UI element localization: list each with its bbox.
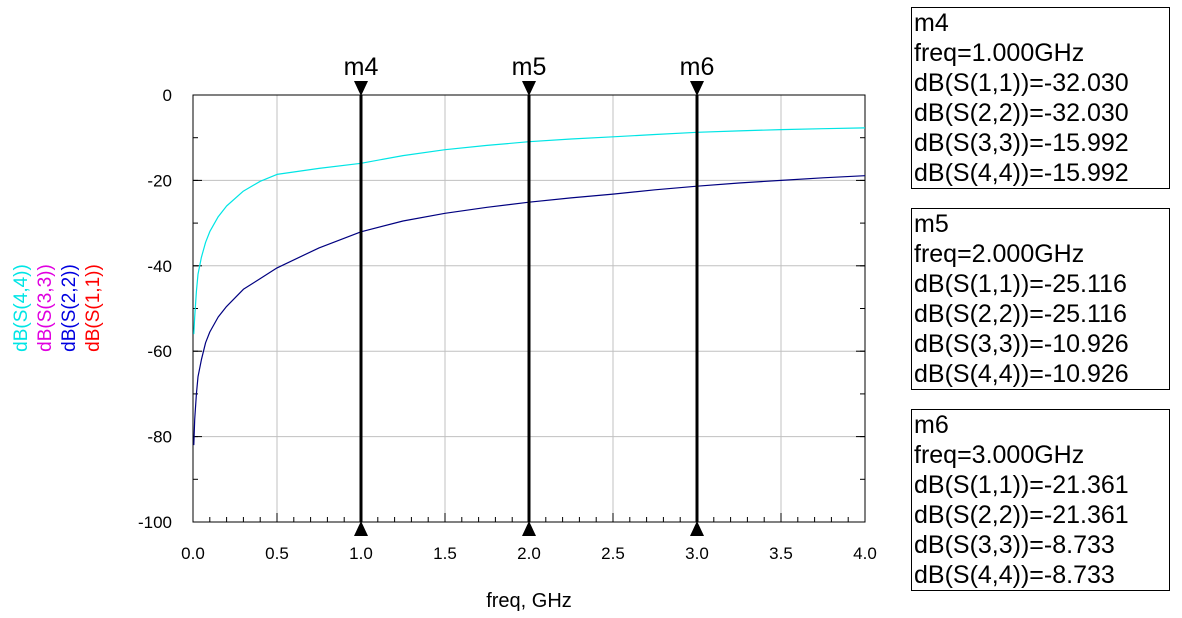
marker-readout-m5: m5 freq=2.000GHz dB(S(1,1))=-25.116 dB(S(2,… bbox=[911, 208, 1170, 390]
marker-top-triangle-icon bbox=[354, 81, 368, 96]
marker-readout-m4: m4 freq=1.000GHz dB(S(1,1))=-32.030 dB(S(2,… bbox=[911, 7, 1170, 189]
readout-freq: freq=1.000GHz bbox=[914, 39, 1085, 67]
readout-marker-name: m5 bbox=[914, 210, 949, 238]
y-axis-label: dB(S(3,3)) bbox=[35, 264, 56, 352]
marker-label-m5: m5 bbox=[512, 53, 547, 81]
y-axis-label: dB(S(2,2)) bbox=[59, 264, 80, 352]
marker-bottom-triangle-icon bbox=[690, 521, 704, 536]
readout-freq: freq=3.000GHz bbox=[914, 441, 1085, 469]
readout-freq: freq=2.000GHz bbox=[914, 240, 1085, 268]
x-tick-label: 2.0 bbox=[517, 544, 541, 563]
x-tick-label: 1.5 bbox=[433, 544, 457, 563]
marker-bottom-triangle-icon bbox=[354, 521, 368, 536]
y-tick-label: -80 bbox=[147, 428, 172, 447]
x-tick-label: 1.0 bbox=[349, 544, 373, 563]
readout-marker-name: m4 bbox=[914, 9, 949, 37]
readout-value: dB(S(2,2))=-32.030 bbox=[914, 99, 1129, 127]
x-tick-label: 2.5 bbox=[601, 544, 625, 563]
marker-top-triangle-icon bbox=[522, 81, 536, 96]
readout-value: dB(S(3,3))=-15.992 bbox=[914, 129, 1129, 157]
readout-value: dB(S(2,2))=-25.116 bbox=[914, 300, 1127, 328]
marker-label-m6: m6 bbox=[680, 53, 715, 81]
x-tick-label: 3.5 bbox=[769, 544, 793, 563]
y-tick-label: -100 bbox=[138, 513, 172, 532]
marker-top-triangle-icon bbox=[690, 81, 704, 96]
readout-marker-name: m6 bbox=[914, 411, 949, 439]
y-axis-labels: dB(S(4,4)) dB(S(3,3)) dB(S(2,2)) dB(S(1,1)) bbox=[11, 264, 104, 352]
x-tick-labels: 0.0 0.5 1.0 1.5 2.0 2.5 3.0 3.5 4.0 bbox=[181, 544, 877, 563]
y-axis-label: dB(S(1,1)) bbox=[83, 264, 104, 352]
series-line-db-s-4-4 bbox=[193, 127, 866, 335]
x-tick-label: 0.5 bbox=[265, 544, 289, 563]
readout-value: dB(S(1,1))=-25.116 bbox=[914, 270, 1127, 298]
y-tick-label: -40 bbox=[147, 257, 172, 276]
series-curves bbox=[193, 127, 866, 446]
marker-readout-m6: m6 freq=3.000GHz dB(S(1,1))=-21.361 dB(S(2,… bbox=[911, 409, 1170, 591]
readout-value: dB(S(4,4))=-8.733 bbox=[914, 561, 1115, 589]
readout-value: dB(S(2,2))=-21.361 bbox=[914, 501, 1129, 529]
y-tick-label: 0 bbox=[163, 86, 172, 105]
x-tick-label: 0.0 bbox=[181, 544, 205, 563]
series-line-db-s-2-2 bbox=[193, 175, 866, 446]
marker-lines: m4 m5 m6 bbox=[344, 53, 715, 536]
y-tick-label: -60 bbox=[147, 342, 172, 361]
x-axis-label: freq, GHz bbox=[486, 590, 572, 612]
readout-value: dB(S(1,1))=-32.030 bbox=[914, 69, 1129, 97]
readout-value: dB(S(3,3))=-8.733 bbox=[914, 531, 1115, 559]
x-tick-label: 3.0 bbox=[685, 544, 709, 563]
y-axis-label: dB(S(4,4)) bbox=[11, 264, 32, 352]
readout-value: dB(S(4,4))=-10.926 bbox=[914, 360, 1129, 388]
readout-value: dB(S(3,3))=-10.926 bbox=[914, 330, 1129, 358]
marker-bottom-triangle-icon bbox=[522, 521, 536, 536]
readout-value: dB(S(1,1))=-21.361 bbox=[914, 471, 1129, 499]
y-tick-labels: 0 -20 -40 -60 -80 -100 bbox=[138, 86, 172, 532]
x-tick-label: 4.0 bbox=[853, 544, 877, 563]
marker-label-m4: m4 bbox=[344, 53, 379, 81]
y-tick-label: -20 bbox=[147, 171, 172, 190]
readout-value: dB(S(4,4))=-15.992 bbox=[914, 159, 1129, 187]
